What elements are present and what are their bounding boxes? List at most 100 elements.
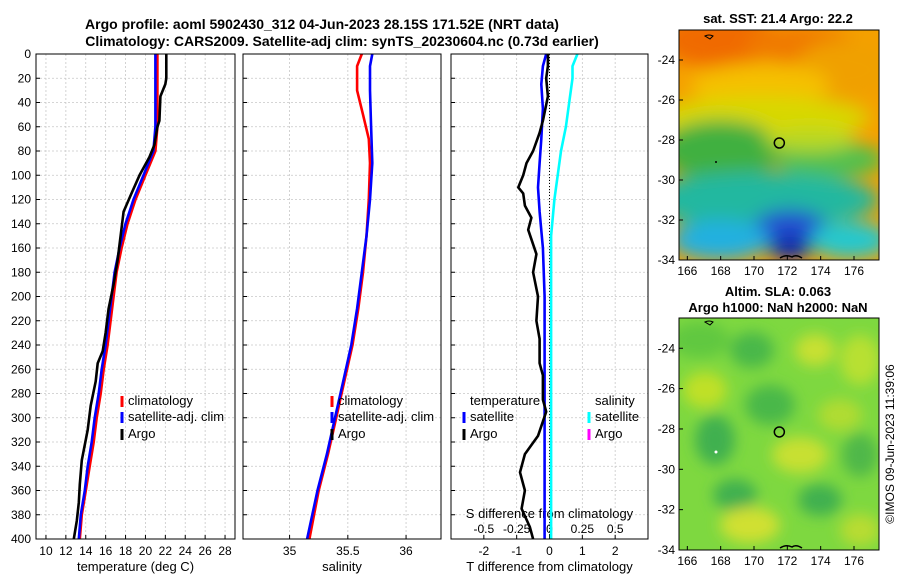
depth-tick-label: 100	[11, 168, 31, 182]
temperature-panel: 0 20 40 60 80 100 120 140 160 180 200 220 240 260 280 3…	[11, 47, 236, 574]
depth-tick-label: 60	[18, 120, 32, 134]
x-tick-label: 36	[399, 544, 413, 558]
x-tick-label: 35.5	[336, 544, 360, 558]
x-tick-label: 1	[579, 544, 586, 558]
legend-title-salinity: salinity	[595, 393, 635, 408]
s-diff-axis-label: S difference from climatology	[466, 506, 634, 521]
map-y-tick-label: -24	[658, 53, 676, 67]
x-tick-label: 0	[546, 544, 553, 558]
map-x-tick-label: 174	[811, 264, 831, 278]
map-y-tick-label: -26	[658, 382, 676, 396]
sla-map-title-line2: Argo h1000: NaN h2000: NaN	[688, 300, 867, 315]
map-y-tick-label: -28	[658, 422, 676, 436]
series-line-argo	[72, 54, 168, 540]
s-diff-tick-label: 0.25	[571, 522, 595, 536]
sla-map-axes: 166 168 170 172 174 176 -24 -26 -28 -30 -32 -34	[658, 341, 865, 568]
depth-tick-label: 320	[11, 435, 31, 449]
series-line-satellite-adj-clim	[305, 53, 374, 540]
imos-watermark: ©IMOS 09-Jun-2023 11:39:06	[883, 364, 897, 524]
depth-tick-label: 380	[11, 508, 31, 522]
x-axis-label: T difference from climatology	[466, 559, 633, 574]
plot-frame	[35, 53, 236, 540]
salinity-legend: climatology satellite-adj. clim Argo	[330, 393, 434, 441]
map-y-tick-label: -30	[658, 462, 676, 476]
sst-map-title: sat. SST: 21.4 Argo: 22.2	[703, 11, 853, 26]
x-tick-label: 12	[59, 544, 73, 558]
depth-tick-label: 0	[24, 47, 31, 61]
map-y-tick-label: -26	[658, 93, 676, 107]
map-y-tick-label: -34	[658, 543, 676, 557]
x-tick-label: 2	[612, 544, 619, 558]
legend-label-s-argo: Argo	[595, 426, 622, 441]
map-y-tick-label: -32	[658, 213, 676, 227]
s-diff-tick-label: -0.25	[503, 522, 531, 536]
map-y-tick-label: -24	[658, 341, 676, 355]
series-line-climatology	[78, 54, 159, 540]
legend-label-t-argo: Argo	[470, 426, 497, 441]
depth-tick-label: 260	[11, 362, 31, 376]
legend-title-temperature: temperature	[470, 393, 540, 408]
map-x-tick-label: 172	[777, 264, 797, 278]
depth-tick-label: 220	[11, 314, 31, 328]
s-diff-tick-label: 0.5	[607, 522, 624, 536]
depth-tick-label: 180	[11, 265, 31, 279]
plot-frame	[242, 53, 442, 540]
temperature-legend: climatology satellite-adj. clim Argo	[120, 393, 224, 441]
legend-label-climatology: climatology	[338, 393, 404, 408]
legend-label-argo: Argo	[128, 426, 155, 441]
depth-tick-label: 40	[18, 96, 32, 110]
difference-panel: -2 -1 0 1 2 S difference from climatology-0.5…	[450, 53, 649, 574]
legend-label-satellite: satellite-adj. clim	[338, 409, 434, 424]
legend-label-climatology: climatology	[128, 393, 194, 408]
depth-tick-label: 340	[11, 459, 31, 473]
x-tick-label: 18	[119, 544, 133, 558]
depth-tick-label: 240	[11, 338, 31, 352]
series-line-s-satellite	[549, 53, 579, 539]
sla-float-marker	[773, 426, 786, 438]
sla-map-title-line1: Altim. SLA: 0.063	[725, 284, 831, 299]
x-tick-label: 26	[198, 544, 212, 558]
sst-map-image	[679, 30, 879, 260]
map-x-tick-label: 166	[677, 554, 697, 568]
map-x-tick-label: 176	[844, 554, 864, 568]
depth-tick-label: 200	[11, 290, 31, 304]
depth-tick-label: 300	[11, 411, 31, 425]
x-tick-label: 10	[39, 544, 53, 558]
depth-tick-label: 160	[11, 241, 31, 255]
legend-label-t-satellite: satellite	[470, 409, 514, 424]
series-line-t-argo	[516, 54, 550, 540]
x-tick-label: 20	[139, 544, 153, 558]
legend-label-argo: Argo	[338, 426, 365, 441]
map-x-tick-label: 172	[777, 554, 797, 568]
x-tick-label: -1	[511, 544, 522, 558]
x-tick-label: 28	[218, 544, 232, 558]
plot-frame	[450, 53, 649, 540]
map-y-tick-label: -32	[658, 503, 676, 517]
depth-tick-label: 80	[18, 144, 32, 158]
x-axis-label: temperature (deg C)	[77, 559, 194, 574]
figure-title-line2: Climatology: CARS2009. Satellite-adj cli…	[85, 33, 599, 49]
map-x-tick-label: 176	[844, 264, 864, 278]
depth-tick-label: 120	[11, 193, 31, 207]
legend-label-satellite: satellite-adj. clim	[128, 409, 224, 424]
x-tick-label: -2	[478, 544, 489, 558]
salinity-panel: 35 35.5 36 salinity	[242, 53, 442, 574]
legend-label-s-satellite: satellite	[595, 409, 639, 424]
map-x-tick-label: 168	[711, 554, 731, 568]
sst-float-marker	[773, 137, 786, 149]
s-diff-tick-label: 0	[546, 522, 553, 536]
x-tick-label: 14	[79, 544, 93, 558]
map-x-tick-label: 170	[744, 554, 764, 568]
map-y-tick-label: -28	[658, 133, 676, 147]
sst-map-axes: 166 168 170 172 174 176 -24 -26 -28 -30 -32 -34	[658, 53, 865, 278]
x-tick-label: 22	[159, 544, 173, 558]
depth-tick-label: 400	[11, 532, 31, 546]
x-tick-label: 16	[99, 544, 113, 558]
map-x-tick-label: 174	[811, 554, 831, 568]
map-y-tick-label: -30	[658, 173, 676, 187]
difference-legend: temperature satellite Argo salinity sate…	[462, 393, 639, 441]
series-line-satellite-adj-clim	[77, 54, 157, 540]
sla-map-image	[679, 318, 879, 550]
x-tick-label: 35	[283, 544, 297, 558]
